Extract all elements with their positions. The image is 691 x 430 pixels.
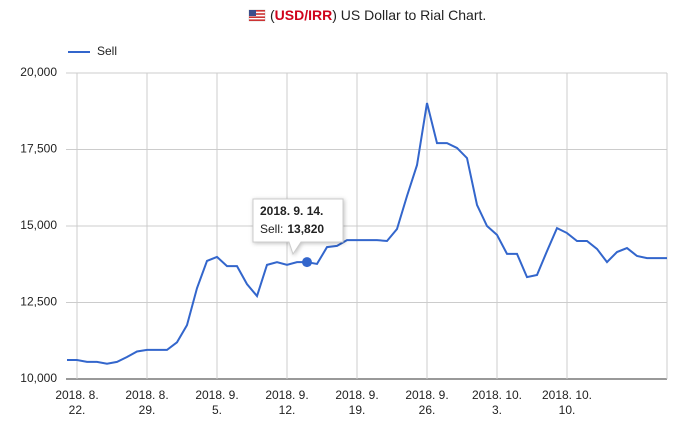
x-tick-label-line: 29. [139,403,156,417]
tooltip-label: Sell: [260,222,283,236]
x-tick-label: 2018. 10. 10. [542,388,592,417]
tooltip-value: 13,820 [287,222,324,236]
flag-icon [248,9,266,22]
x-tick-label-line: 2018. 10. [542,388,592,402]
x-tick-label-line: 22. [69,403,86,417]
y-tick-label: 12,500 [20,295,57,309]
x-tick-label-line: 19. [349,403,366,417]
x-tick-label-line: 2018. 9. [195,388,238,402]
x-tick-label-line: 2018. 10. [472,388,522,402]
x-tick-label-line: 2018. 8. [125,388,168,402]
x-tick-label-line: 3. [492,403,502,417]
y-tick-label: 20,000 [20,65,57,79]
x-tick-label: 2018. 9. 19. [335,388,378,417]
x-tick-label-line: 12. [279,403,296,417]
tooltip-title: 2018. 9. 14. [260,204,323,218]
tooltip-point [302,257,312,268]
x-tick-label-line: 26. [419,403,436,417]
tooltip-text: Sell: 13,820 [260,222,324,236]
y-tick-label: 10,000 [20,371,57,385]
x-tick-label-line: 5. [212,403,222,417]
x-tick-label: 2018. 9. 5. [195,388,238,417]
tooltip-box [252,198,344,256]
y-tick-label: 15,000 [20,218,57,232]
chart-title: (USD/IRR) US Dollar to Rial Chart. [270,7,486,23]
x-tick-label: 2018. 9. 26. [405,388,448,417]
x-tick-label: 2018. 10. 3. [472,388,522,417]
x-tick-label-line: 2018. 9. [405,388,448,402]
legend-label: Sell [97,44,117,58]
x-tick-label-line: 2018. 9. [335,388,378,402]
x-tick-label-line: 10. [559,403,576,417]
x-tick-label: 2018. 9. 12. [265,388,308,417]
x-tick-label-line: 2018. 9. [265,388,308,402]
x-tick-label: 2018. 8. 22. [55,388,98,417]
x-tick-label: 2018. 8. 29. [125,388,168,417]
y-tick-label: 17,500 [20,142,57,156]
x-tick-label-line: 2018. 8. [55,388,98,402]
series-line [67,102,667,365]
